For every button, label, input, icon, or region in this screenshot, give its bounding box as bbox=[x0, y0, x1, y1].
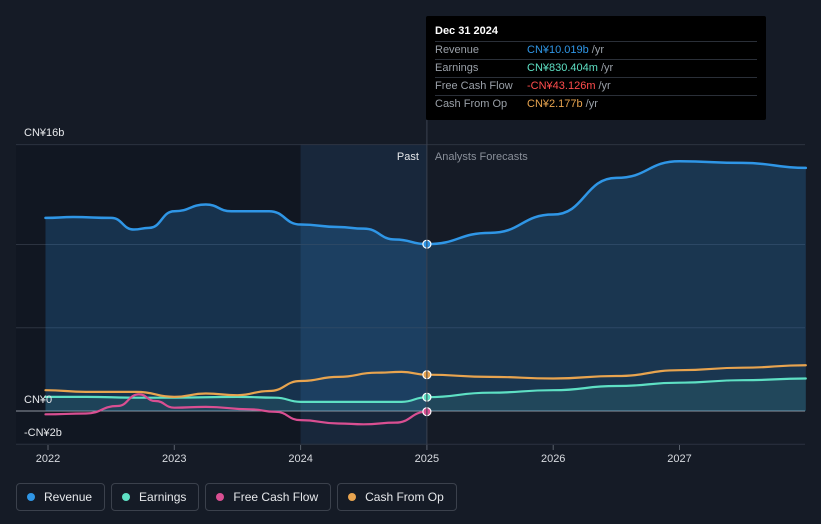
x-tick-label: 2024 bbox=[288, 453, 312, 465]
tooltip-label: Earnings bbox=[435, 62, 479, 74]
legend-label: Free Cash Flow bbox=[233, 490, 319, 504]
tooltip-label: Free Cash Flow bbox=[435, 80, 513, 92]
cash-from-op-line bbox=[44, 364, 807, 398]
tooltip-row-earnings: Earnings CN¥830.404m /yr bbox=[435, 59, 757, 77]
tooltip-date: Dec 31 2024 bbox=[435, 25, 498, 37]
tooltip: Dec 31 2024 Revenue CN¥10.019b /yr Earni… bbox=[426, 16, 766, 120]
earnings-line bbox=[44, 377, 807, 403]
x-tick-label: 2022 bbox=[36, 453, 60, 465]
legend-label: Cash From Op bbox=[365, 490, 444, 504]
tooltip-unit: /yr bbox=[591, 44, 605, 56]
tooltip-label: Cash From Op bbox=[435, 98, 508, 110]
tooltip-unit: /yr bbox=[598, 80, 611, 92]
legend-item-earnings[interactable]: Earnings bbox=[111, 483, 200, 511]
tooltip-value: -CN¥43.126m bbox=[527, 80, 596, 92]
forecast-label: Analysts Forecasts bbox=[435, 151, 528, 163]
series-lines bbox=[44, 159, 808, 426]
y-axis-label-top: CN¥16b bbox=[24, 127, 64, 139]
free-cash-flow-line bbox=[44, 393, 428, 426]
revenue-line bbox=[44, 159, 808, 246]
tooltip-value: CN¥830.404m bbox=[527, 62, 598, 74]
legend-label: Earnings bbox=[139, 490, 187, 504]
legend-item-revenue[interactable]: Revenue bbox=[16, 483, 106, 511]
y-axis-label-zero: CN¥0 bbox=[24, 394, 52, 406]
tooltip-row-free-cash-flow: Free Cash Flow -CN¥43.126m /yr bbox=[435, 77, 757, 95]
legend-label: Revenue bbox=[44, 490, 93, 504]
revenue-dot-icon bbox=[27, 493, 35, 501]
x-axis-ticks: 2022 2023 2024 2025 2026 2027 bbox=[36, 445, 692, 465]
revenue-area bbox=[45, 161, 806, 411]
tooltip-value: CN¥10.019b bbox=[527, 44, 589, 56]
tooltip-row-revenue: Revenue CN¥10.019b /yr bbox=[435, 41, 757, 59]
x-tick-label: 2026 bbox=[541, 453, 565, 465]
x-tick-label: 2025 bbox=[415, 453, 439, 465]
gridlines bbox=[16, 144, 805, 445]
tooltip-unit: /yr bbox=[600, 62, 614, 74]
legend-item-free-cash-flow[interactable]: Free Cash Flow bbox=[205, 483, 332, 511]
free-cash-flow-dot-icon bbox=[216, 493, 225, 501]
legend: Revenue Earnings Free Cash Flow Cash Fro… bbox=[16, 483, 457, 513]
past-label: Past bbox=[397, 151, 419, 163]
earnings-dot-icon bbox=[122, 493, 131, 501]
x-tick-label: 2027 bbox=[667, 453, 691, 465]
tooltip-row-cash-from-op: Cash From Op CN¥2.177b /yr bbox=[435, 95, 757, 113]
tooltip-label: Revenue bbox=[435, 44, 480, 56]
legend-item-cash-from-op[interactable]: Cash From Op bbox=[337, 483, 457, 511]
tooltip-unit: /yr bbox=[585, 98, 598, 110]
highlight-region-background bbox=[300, 144, 427, 445]
cash-from-op-dot-icon bbox=[348, 493, 357, 501]
x-tick-label: 2023 bbox=[162, 453, 186, 465]
tooltip-value: CN¥2.177b bbox=[527, 98, 583, 110]
y-axis-label-bottom: -CN¥2b bbox=[24, 427, 62, 439]
